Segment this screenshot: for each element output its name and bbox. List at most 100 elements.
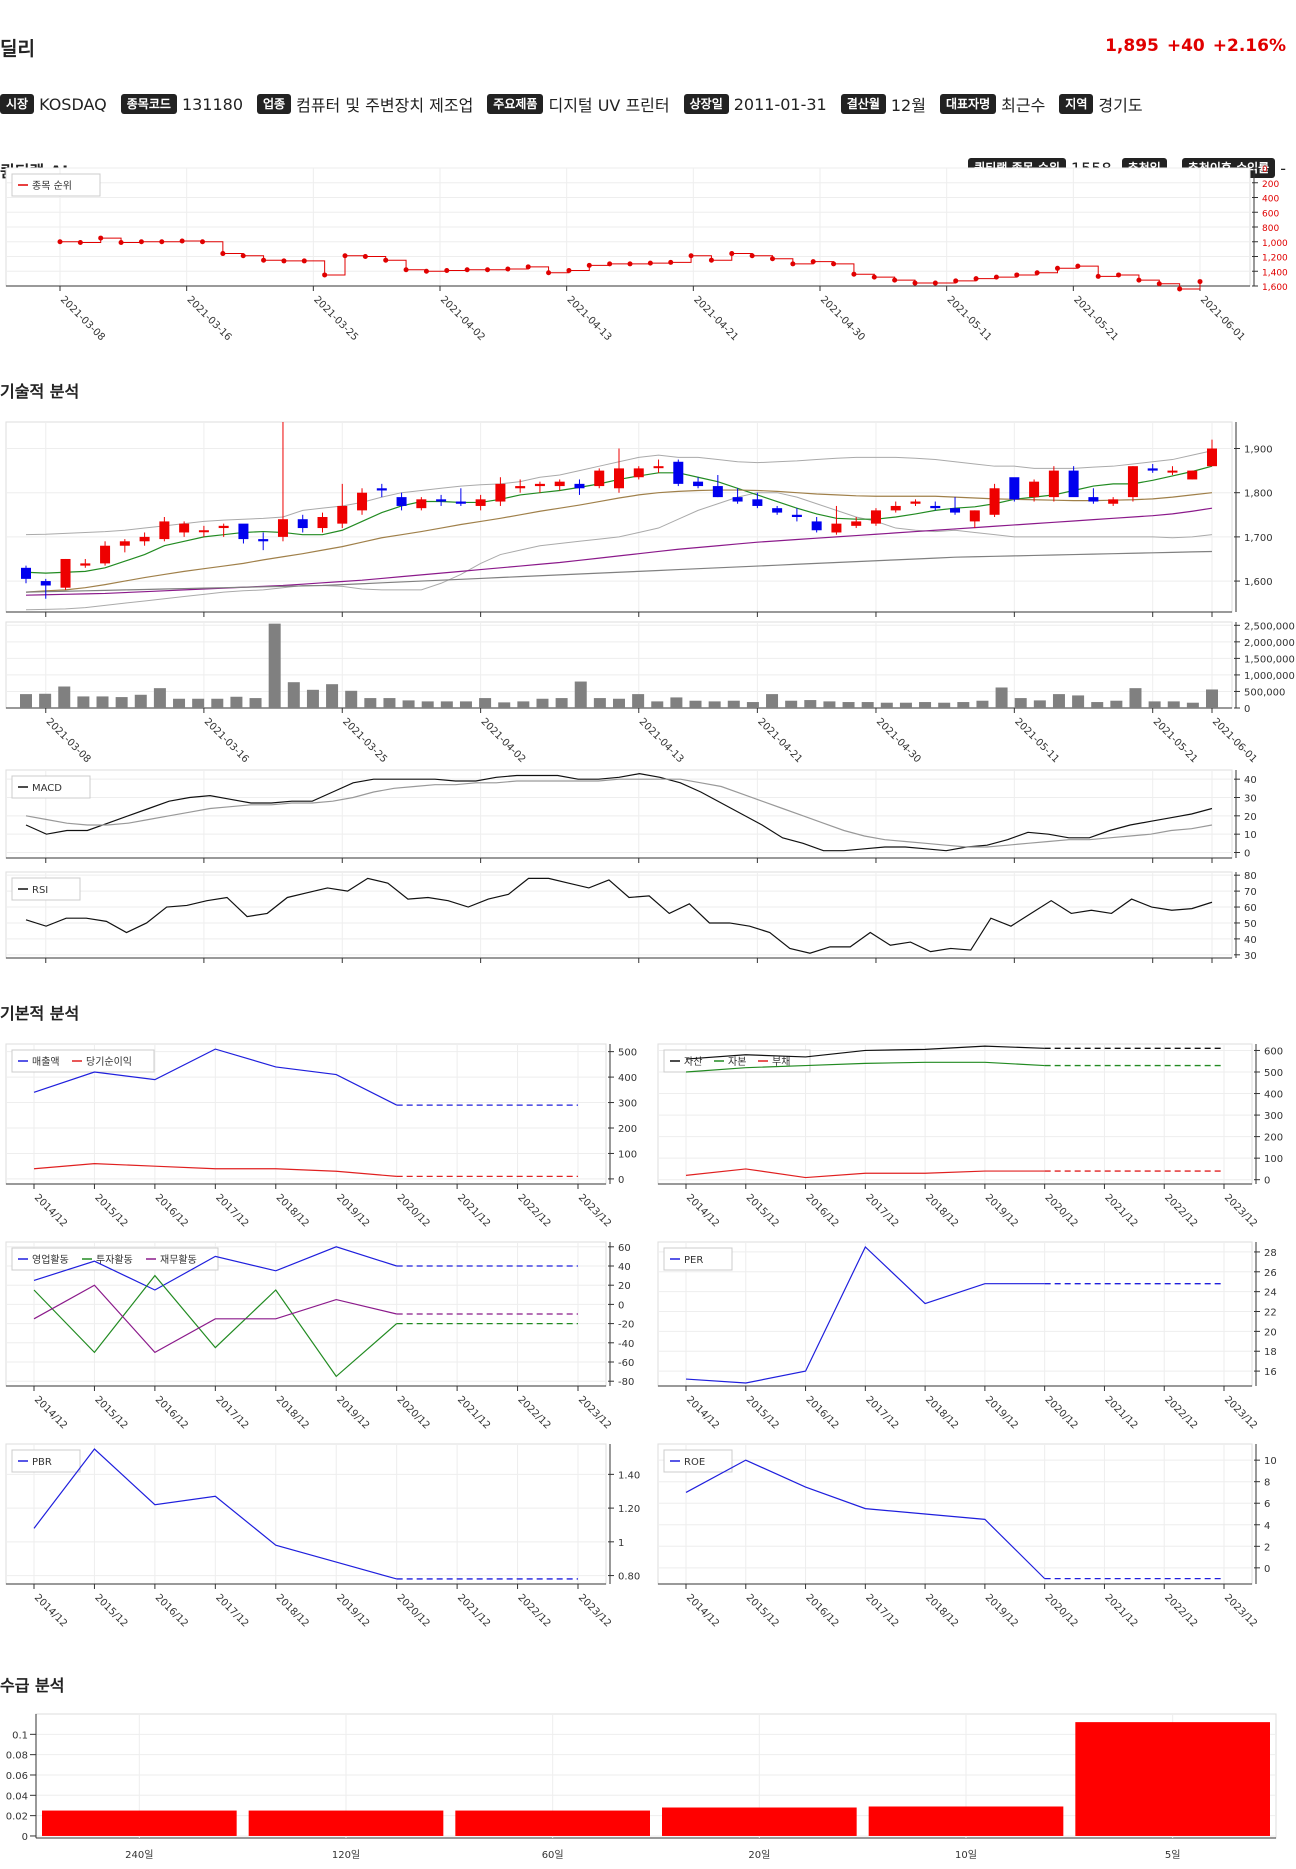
xtick-label: 2023/12 — [576, 1394, 613, 1431]
ytick-label: 1,600 — [1262, 283, 1288, 293]
rank-point — [1014, 272, 1020, 278]
ytick-label: 0.06 — [6, 1771, 28, 1782]
ytick-label: 300 — [618, 1099, 637, 1110]
legend-label: RSI — [32, 885, 48, 896]
info-value: 131180 — [181, 94, 244, 114]
series-line — [25, 778, 1213, 848]
candle-body — [179, 523, 190, 533]
ytick-label: 1,000,000 — [1244, 671, 1295, 682]
chart-macd: 0 10 20 30 40 MACD — [5, 769, 1257, 863]
info-value: 디지털 UV 프린터 — [548, 96, 670, 115]
xtick-label: 2021-05-11 — [945, 294, 994, 343]
ytick-label: 0.02 — [6, 1812, 28, 1823]
volume-bar — [574, 681, 587, 708]
xtick-label: 2014/12 — [32, 1192, 69, 1229]
section-title-technical: 기술적 분석 — [0, 382, 80, 401]
volume-bar — [938, 702, 951, 708]
xtick-label: 10일 — [955, 1849, 977, 1861]
ytick-label: 60 — [1244, 903, 1257, 914]
rank-point — [790, 261, 796, 267]
xtick-label: 2021-06-01 — [1198, 294, 1247, 343]
ytick-label: 2 — [1264, 1542, 1270, 1553]
candle-body — [396, 497, 407, 506]
xtick-label: 2022/12 — [1162, 1394, 1199, 1431]
rank-point — [444, 268, 450, 274]
legend-label: MACD — [32, 783, 62, 794]
rank-point — [383, 257, 389, 263]
plot-area — [5, 769, 1233, 859]
candle-body — [693, 481, 704, 487]
volume-bar — [383, 698, 396, 708]
rank-point — [118, 239, 124, 245]
xtick-label: 240일 — [125, 1849, 153, 1861]
candle-body — [851, 521, 862, 526]
price-change-pct: +2.16% — [1212, 36, 1286, 56]
xtick-label: 2019/12 — [983, 1192, 1020, 1229]
xtick-label: 2020/12 — [1043, 1592, 1080, 1629]
volume-bar — [670, 697, 683, 708]
xtick-label: 2015/12 — [92, 1394, 129, 1431]
rank-point — [668, 259, 674, 265]
ytick-label: 200 — [618, 1124, 637, 1135]
xtick-label: 2019/12 — [983, 1592, 1020, 1629]
volume-bar — [708, 701, 721, 708]
chart-assets: 0 100 200 300 400 500 600 2014/12 2015/12 2016/12… — [657, 1043, 1283, 1229]
candle-body — [732, 497, 743, 502]
xtick-label: 2017/12 — [863, 1192, 900, 1229]
xtick-label: 2021-04-21 — [755, 716, 804, 765]
candle-body — [475, 499, 486, 506]
xtick-label: 2015/12 — [92, 1592, 129, 1629]
xtick-label: 2021-04-21 — [691, 294, 740, 343]
ytick-label: 0 — [618, 1300, 624, 1311]
volume-bar — [1129, 688, 1142, 708]
candle-body — [772, 508, 783, 513]
candle-body — [1207, 448, 1217, 467]
candle-body — [21, 567, 31, 579]
volume-bar — [613, 698, 625, 708]
candle-body — [317, 517, 328, 529]
chart-sales: 0 100 200 300 400 500 2014/12 2015/12 2016/12 201… — [5, 1043, 637, 1229]
legend-label: 당기순이익 — [86, 1056, 132, 1068]
volume-bar — [134, 694, 147, 708]
info-region: 지역 경기도 — [1059, 92, 1143, 116]
rank-point — [281, 258, 287, 264]
ytick-label: 100 — [1264, 1154, 1283, 1165]
ytick-label: 40 — [618, 1262, 631, 1273]
plot-area — [657, 1443, 1253, 1585]
info-code: 종목코드 131180 — [120, 94, 244, 114]
xtick-label: 60일 — [542, 1849, 564, 1861]
volume-bar — [842, 702, 855, 708]
volume-bar — [96, 696, 109, 708]
info-value: KOSDAQ — [39, 94, 107, 114]
ytick-label: 0 — [1264, 1564, 1270, 1575]
candle-body — [258, 539, 269, 542]
chart-supply: 0 0.02 0.04 0.06 0.08 0.1 240일 120일 60일 20일 10일 5일 — [6, 1713, 1277, 1861]
rank-point — [1197, 279, 1203, 285]
info-value: 최근수 — [1001, 96, 1046, 115]
rank-point — [912, 280, 918, 286]
xtick-label: 2022/12 — [515, 1192, 552, 1229]
volume-bar — [440, 701, 453, 708]
rank-point — [485, 267, 490, 273]
volume-bar — [402, 700, 415, 708]
volume-bar — [689, 700, 702, 708]
series-line — [33, 1163, 397, 1177]
rank-point — [566, 268, 572, 274]
info-tag: 결산월 — [840, 94, 886, 114]
ytick-label: 1.40 — [618, 1470, 640, 1481]
xtick-label: 2016/12 — [153, 1192, 190, 1229]
rank-point — [627, 261, 633, 267]
rank-point — [1075, 263, 1081, 269]
legend-box — [11, 1449, 81, 1473]
xtick-label: 2016/12 — [803, 1394, 840, 1431]
ytick-label: 600 — [1262, 209, 1279, 219]
legend-box — [11, 1049, 155, 1073]
xtick-label: 2021-03-16 — [185, 294, 234, 343]
series-line — [33, 1274, 398, 1378]
xtick-label: 2016/12 — [803, 1192, 840, 1229]
ytick-label: 50 — [1244, 919, 1257, 930]
xtick-label: 2021-03-08 — [58, 294, 107, 343]
info-value: 경기도 — [1098, 96, 1143, 115]
info-tag: 업종 — [257, 94, 292, 114]
moving-average — [25, 550, 1213, 593]
